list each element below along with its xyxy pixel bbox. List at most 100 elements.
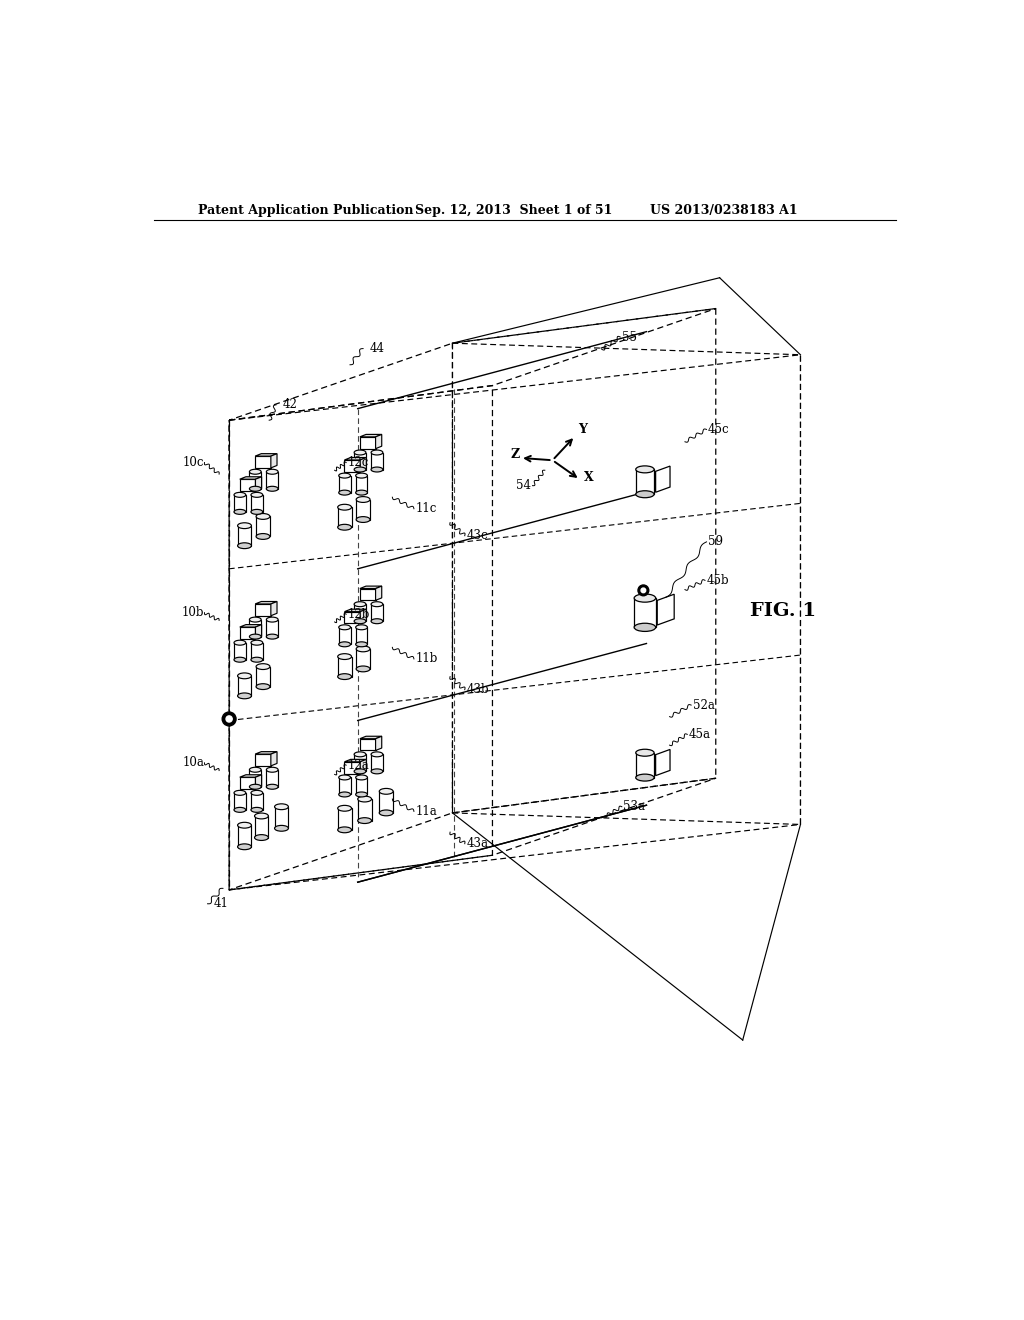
Ellipse shape <box>355 642 368 647</box>
Text: Patent Application Publication: Patent Application Publication <box>199 205 414 218</box>
Ellipse shape <box>256 533 270 540</box>
FancyBboxPatch shape <box>238 676 252 696</box>
FancyBboxPatch shape <box>357 799 372 821</box>
Ellipse shape <box>356 667 370 672</box>
Ellipse shape <box>354 619 366 623</box>
Ellipse shape <box>339 624 350 630</box>
Text: 41: 41 <box>214 898 228 911</box>
Text: 44: 44 <box>370 342 384 355</box>
Ellipse shape <box>338 673 351 680</box>
Polygon shape <box>240 775 261 777</box>
FancyBboxPatch shape <box>344 611 360 623</box>
Ellipse shape <box>371 602 383 607</box>
Text: FIG. 1: FIG. 1 <box>750 602 816 620</box>
FancyBboxPatch shape <box>354 605 366 622</box>
FancyBboxPatch shape <box>636 470 654 494</box>
Ellipse shape <box>251 791 263 796</box>
FancyBboxPatch shape <box>274 807 289 829</box>
FancyBboxPatch shape <box>355 475 368 492</box>
FancyBboxPatch shape <box>256 667 270 686</box>
Text: 52a: 52a <box>692 698 715 711</box>
FancyBboxPatch shape <box>339 627 350 644</box>
FancyBboxPatch shape <box>255 457 271 467</box>
FancyBboxPatch shape <box>256 516 270 536</box>
FancyBboxPatch shape <box>356 649 370 669</box>
Text: 43a: 43a <box>466 837 488 850</box>
Circle shape <box>222 711 237 726</box>
Circle shape <box>638 585 649 595</box>
FancyBboxPatch shape <box>344 459 360 471</box>
Ellipse shape <box>355 624 368 630</box>
Ellipse shape <box>256 513 270 519</box>
Ellipse shape <box>256 664 270 669</box>
Ellipse shape <box>234 510 246 515</box>
Ellipse shape <box>354 768 366 774</box>
Polygon shape <box>255 454 278 457</box>
Ellipse shape <box>238 822 252 828</box>
FancyBboxPatch shape <box>255 816 268 838</box>
Text: 59: 59 <box>708 536 723 548</box>
Polygon shape <box>344 759 367 762</box>
Polygon shape <box>344 610 367 611</box>
Ellipse shape <box>379 810 393 816</box>
FancyBboxPatch shape <box>251 643 263 660</box>
FancyBboxPatch shape <box>371 754 383 771</box>
Ellipse shape <box>266 486 279 491</box>
Ellipse shape <box>357 796 372 803</box>
Ellipse shape <box>379 788 393 795</box>
Ellipse shape <box>339 642 350 647</box>
Ellipse shape <box>274 804 289 809</box>
Ellipse shape <box>355 775 368 780</box>
Polygon shape <box>376 737 382 751</box>
Ellipse shape <box>354 602 366 607</box>
Ellipse shape <box>356 516 370 523</box>
Ellipse shape <box>234 640 246 645</box>
FancyBboxPatch shape <box>240 627 255 639</box>
Ellipse shape <box>636 491 654 498</box>
Ellipse shape <box>357 817 372 824</box>
Ellipse shape <box>339 490 350 495</box>
Polygon shape <box>655 750 670 776</box>
Ellipse shape <box>371 619 383 623</box>
Polygon shape <box>359 434 382 437</box>
Ellipse shape <box>636 750 654 756</box>
FancyBboxPatch shape <box>250 619 261 636</box>
Text: 55: 55 <box>622 330 637 343</box>
FancyBboxPatch shape <box>339 777 350 795</box>
Text: 11c: 11c <box>416 502 437 515</box>
Ellipse shape <box>251 492 263 498</box>
FancyBboxPatch shape <box>634 598 655 627</box>
Text: 54: 54 <box>516 479 531 492</box>
Ellipse shape <box>250 784 261 789</box>
FancyBboxPatch shape <box>238 525 252 545</box>
Ellipse shape <box>266 784 279 789</box>
Polygon shape <box>376 434 382 449</box>
Circle shape <box>641 589 646 593</box>
FancyBboxPatch shape <box>379 792 393 813</box>
Ellipse shape <box>355 473 368 478</box>
Ellipse shape <box>338 524 351 531</box>
Text: 11a: 11a <box>416 805 437 818</box>
FancyBboxPatch shape <box>238 825 252 847</box>
Text: Sep. 12, 2013  Sheet 1 of 51: Sep. 12, 2013 Sheet 1 of 51 <box>416 205 612 218</box>
Polygon shape <box>359 737 382 739</box>
Ellipse shape <box>356 496 370 503</box>
Text: 43c: 43c <box>466 529 487 543</box>
FancyBboxPatch shape <box>359 739 376 751</box>
Ellipse shape <box>338 805 351 812</box>
Ellipse shape <box>354 467 366 473</box>
Ellipse shape <box>636 466 654 473</box>
Polygon shape <box>255 477 261 491</box>
Text: 10a: 10a <box>182 756 205 770</box>
Ellipse shape <box>371 450 383 455</box>
Ellipse shape <box>238 843 252 850</box>
FancyBboxPatch shape <box>338 656 351 677</box>
FancyBboxPatch shape <box>359 589 376 601</box>
Ellipse shape <box>354 450 366 455</box>
Polygon shape <box>255 602 278 605</box>
FancyBboxPatch shape <box>344 762 360 774</box>
FancyBboxPatch shape <box>240 479 255 491</box>
FancyBboxPatch shape <box>240 777 255 789</box>
FancyBboxPatch shape <box>234 495 246 512</box>
Ellipse shape <box>238 693 252 698</box>
